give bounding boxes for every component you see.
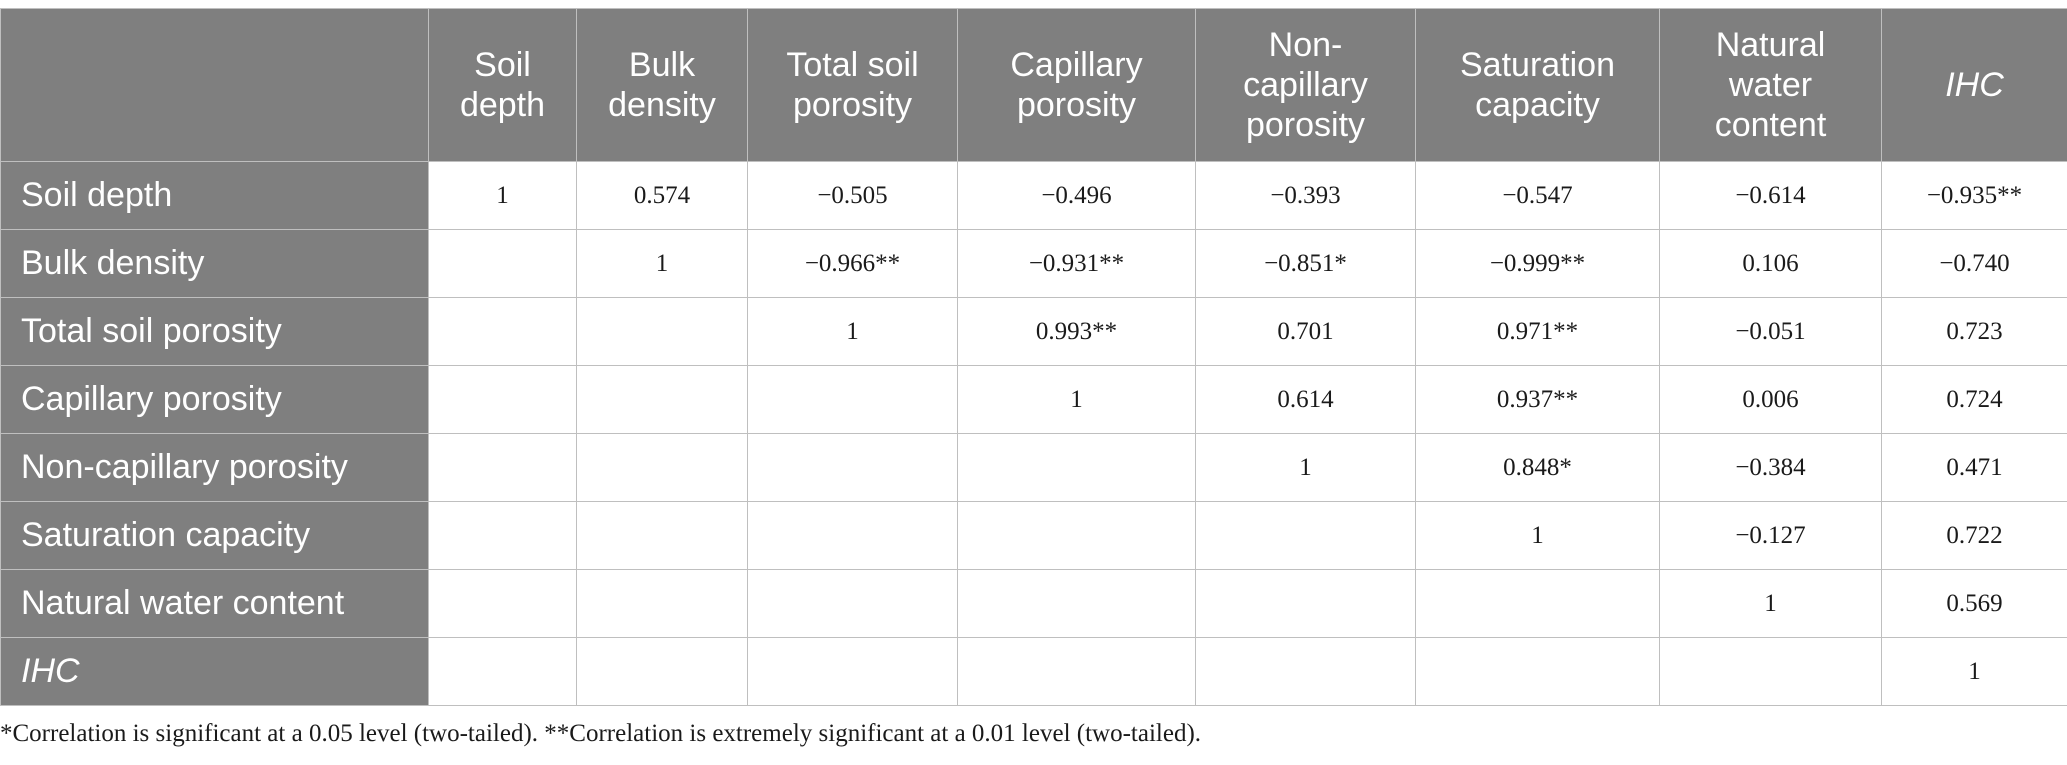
table-row: IHC 1	[0, 637, 2067, 706]
table-cell: −0.935**	[1881, 161, 2067, 230]
table-cell	[576, 569, 748, 638]
column-header: IHC	[1881, 8, 2067, 162]
column-header: Non- capillary porosity	[1195, 8, 1416, 162]
table-cell	[576, 501, 748, 570]
table-cell: 1	[576, 229, 748, 298]
table-row: Capillary porosity 1 0.614 0.937** 0.006…	[0, 365, 2067, 434]
row-label: Natural water content	[0, 569, 429, 638]
row-label: Non-capillary porosity	[0, 433, 429, 502]
table-cell: −0.851*	[1195, 229, 1416, 298]
table-cell	[747, 569, 958, 638]
table-cell	[1195, 501, 1416, 570]
table-row: Natural water content 1 0.569	[0, 569, 2067, 638]
table-cell	[957, 433, 1196, 502]
table-cell	[957, 501, 1196, 570]
table-cell: 0.701	[1195, 297, 1416, 366]
column-header: Capillary porosity	[957, 8, 1196, 162]
table-cell: −0.966**	[747, 229, 958, 298]
table-cell: 0.971**	[1415, 297, 1660, 366]
table-cell: −0.740	[1881, 229, 2067, 298]
row-label: Bulk density	[0, 229, 429, 298]
table-cell: −0.931**	[957, 229, 1196, 298]
table-row: Bulk density 1 −0.966** −0.931** −0.851*…	[0, 229, 2067, 298]
table-cell	[1415, 637, 1660, 706]
table-cell: −0.051	[1659, 297, 1882, 366]
column-header: Saturation capacity	[1415, 8, 1660, 162]
table-cell: 1	[1881, 637, 2067, 706]
table-cell: 0.569	[1881, 569, 2067, 638]
row-label: IHC	[0, 637, 429, 706]
table-cell	[576, 637, 748, 706]
table-cell: 1	[747, 297, 958, 366]
table-cell: 0.006	[1659, 365, 1882, 434]
table-cell: 0.848*	[1415, 433, 1660, 502]
table-cell	[428, 229, 577, 298]
column-header: Total soil porosity	[747, 8, 958, 162]
table-cell: 0.722	[1881, 501, 2067, 570]
table-cell	[1415, 569, 1660, 638]
table-cell	[428, 297, 577, 366]
table-cell	[747, 637, 958, 706]
table-cell	[428, 637, 577, 706]
table-cell: −0.999**	[1415, 229, 1660, 298]
table-cell: −0.505	[747, 161, 958, 230]
table-cell	[428, 569, 577, 638]
table-cell	[428, 501, 577, 570]
table-cell: 0.471	[1881, 433, 2067, 502]
table-cell: −0.384	[1659, 433, 1882, 502]
table-cell	[576, 297, 748, 366]
table-cell: 0.937**	[1415, 365, 1660, 434]
table-cell	[747, 501, 958, 570]
table-cell	[576, 433, 748, 502]
corner-cell	[0, 8, 429, 162]
table-cell	[957, 569, 1196, 638]
table-cell: 1	[1659, 569, 1882, 638]
table-cell: 0.574	[576, 161, 748, 230]
table-cell: 0.993**	[957, 297, 1196, 366]
row-label: Saturation capacity	[0, 501, 429, 570]
table-cell: 0.106	[1659, 229, 1882, 298]
table-row: Saturation capacity 1 −0.127 0.722	[0, 501, 2067, 570]
table-container: Soil depth Bulk density Total soil poros…	[0, 8, 2067, 706]
table-cell: 0.724	[1881, 365, 2067, 434]
table-cell: 1	[957, 365, 1196, 434]
table-row: Soil depth 1 0.574 −0.505 −0.496 −0.393 …	[0, 161, 2067, 230]
column-header: Soil depth	[428, 8, 577, 162]
table-row: Non-capillary porosity 1 0.848* −0.384 0…	[0, 433, 2067, 502]
table-cell: −0.393	[1195, 161, 1416, 230]
correlation-table: Soil depth Bulk density Total soil poros…	[0, 8, 2067, 706]
table-cell: 1	[428, 161, 577, 230]
table-cell: 0.614	[1195, 365, 1416, 434]
table-cell: 1	[1415, 501, 1660, 570]
table-cell	[957, 637, 1196, 706]
table-cell	[428, 433, 577, 502]
table-cell: −0.127	[1659, 501, 1882, 570]
table-cell	[428, 365, 577, 434]
table-cell	[1195, 637, 1416, 706]
table-cell	[576, 365, 748, 434]
table-cell	[747, 365, 958, 434]
table-cell	[1195, 569, 1416, 638]
table-cell	[747, 433, 958, 502]
table-cell: 1	[1195, 433, 1416, 502]
row-label: Total soil porosity	[0, 297, 429, 366]
row-label: Soil depth	[0, 161, 429, 230]
column-header: Natural water content	[1659, 8, 1882, 162]
column-header: Bulk density	[576, 8, 748, 162]
table-cell	[1659, 637, 1882, 706]
table-cell: 0.723	[1881, 297, 2067, 366]
table-cell: −0.547	[1415, 161, 1660, 230]
table-cell: −0.496	[957, 161, 1196, 230]
table-row: Total soil porosity 1 0.993** 0.701 0.97…	[0, 297, 2067, 366]
header-row: Soil depth Bulk density Total soil poros…	[0, 8, 2067, 162]
table-footnote: *Correlation is significant at a 0.05 le…	[0, 720, 1202, 747]
table-cell: −0.614	[1659, 161, 1882, 230]
row-label: Capillary porosity	[0, 365, 429, 434]
